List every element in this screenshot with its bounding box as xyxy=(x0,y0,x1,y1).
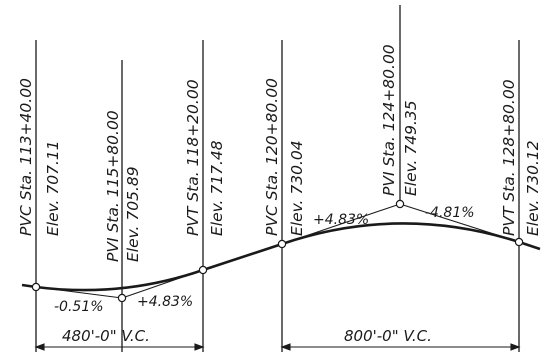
marker-pvc2 xyxy=(277,239,287,249)
dim-label-crest: 800'-0" V.C. xyxy=(344,327,432,345)
arrow-crest-left xyxy=(280,343,291,351)
grade-labels: -0.51% +4.83% +4.83% -4.81% xyxy=(54,205,475,315)
label-pvi1: PVI Sta. 115+80.00 xyxy=(104,110,122,262)
dim-label-sag: 480'-0" V.C. xyxy=(62,327,150,345)
arrow-sag-left xyxy=(34,343,45,351)
elev-pvc2: Elev. 730.04 xyxy=(288,140,306,236)
label-pvt1: PVT Sta. 118+20.00 xyxy=(184,79,202,236)
elev-pvi1: Elev. 705.89 xyxy=(124,166,142,262)
marker-pvi1 xyxy=(117,293,127,303)
marker-pvc1 xyxy=(31,282,41,292)
profile-curve xyxy=(21,222,541,292)
grade-g3: +4.83% xyxy=(313,212,369,228)
label-pvc1: PVC Sta. 113+40.00 xyxy=(17,78,35,236)
elev-pvc1: Elev. 707.11 xyxy=(44,140,62,236)
elev-pvt1: Elev. 717.48 xyxy=(208,140,226,236)
station-labels: PVC Sta. 113+40.00 Elev. 707.11 PVI Sta.… xyxy=(17,44,542,262)
station-markers xyxy=(31,199,524,303)
arrow-sag-right xyxy=(194,343,205,351)
elev-pvi2: Elev. 749.35 xyxy=(402,100,420,196)
grade-g4: -4.81% xyxy=(425,205,475,221)
grade-g2: +4.83% xyxy=(137,294,193,310)
marker-pvt2 xyxy=(514,237,524,247)
label-pvt2: PVT Sta. 128+80.00 xyxy=(500,79,518,236)
arrow-crest-right xyxy=(510,343,521,351)
dimension-lines xyxy=(34,343,521,351)
station-lines xyxy=(35,5,520,352)
elev-pvt2: Elev. 730.12 xyxy=(524,140,542,236)
dimension-labels: 480'-0" V.C. 800'-0" V.C. xyxy=(62,327,432,345)
label-pvc2: PVC Sta. 120+80.00 xyxy=(263,78,281,236)
grade-g1: -0.51% xyxy=(54,299,104,315)
label-pvi2: PVI Sta. 124+80.00 xyxy=(380,44,398,196)
marker-pvi2 xyxy=(395,199,405,209)
marker-pvt1 xyxy=(198,265,208,275)
